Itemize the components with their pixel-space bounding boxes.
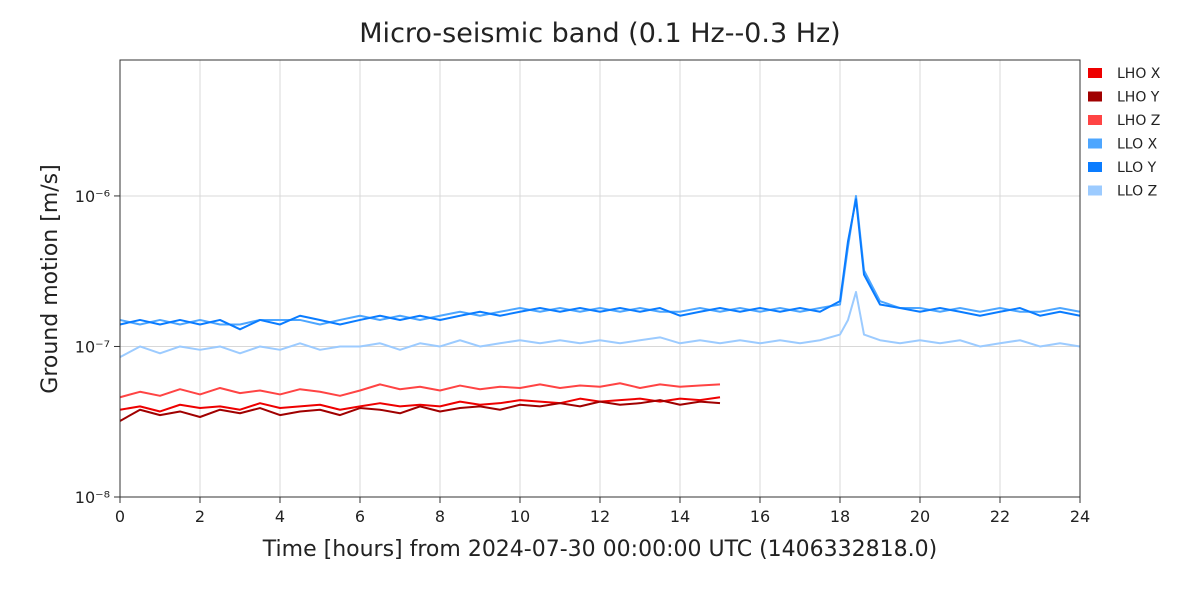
plot-lines [119, 194, 1081, 422]
x-tick-label: 8 [435, 507, 445, 526]
legend-swatch [1088, 185, 1102, 196]
x-tick-label: 10 [510, 507, 530, 526]
legend-label: LHO Z [1117, 113, 1160, 129]
x-tick-label: 14 [670, 507, 690, 526]
legend-label: LHO X [1117, 66, 1161, 82]
legend-label: LLO X [1117, 137, 1158, 153]
data-line [119, 396, 721, 413]
x-tick-label: 12 [590, 507, 610, 526]
x-tick-label: 2 [195, 507, 205, 526]
legend-label: LLO Y [1117, 160, 1157, 176]
legend-swatch [1088, 68, 1102, 78]
y-axis-label: Ground motion [m/s] [38, 164, 63, 393]
legend-label: LHO Y [1117, 90, 1160, 106]
data-line [119, 382, 721, 399]
x-tick-label: 18 [830, 507, 850, 526]
chart-title: Micro-seismic band (0.1 Hz--0.3 Hz) [359, 18, 840, 49]
data-line [119, 194, 1081, 326]
x-tick-label: 16 [750, 507, 770, 526]
y-tick-label: 10⁻⁶ [75, 187, 110, 206]
legend-label: LLO Z [1117, 184, 1157, 200]
legend: LHO X LHO Y LHO Z LLO X LLO Y LLO Z [1088, 66, 1161, 200]
legend-swatch [1088, 91, 1102, 102]
legend-swatch [1088, 138, 1102, 149]
x-tick-label: 24 [1070, 507, 1090, 526]
x-tick-label: 4 [275, 507, 285, 526]
data-line [119, 291, 1081, 358]
data-line [119, 198, 1081, 331]
x-axis-label: Time [hours] from 2024-07-30 00:00:00 UT… [262, 537, 937, 562]
legend-swatch [1088, 162, 1102, 172]
data-line [119, 399, 721, 422]
x-tick-label: 22 [990, 507, 1010, 526]
x-tick-label: 20 [910, 507, 930, 526]
x-tick-label: 6 [355, 507, 365, 526]
y-tick-label: 10⁻⁸ [75, 488, 110, 507]
x-tick-label: 0 [115, 507, 125, 526]
y-tick-label: 10⁻⁷ [75, 337, 110, 356]
legend-swatch [1088, 115, 1102, 125]
